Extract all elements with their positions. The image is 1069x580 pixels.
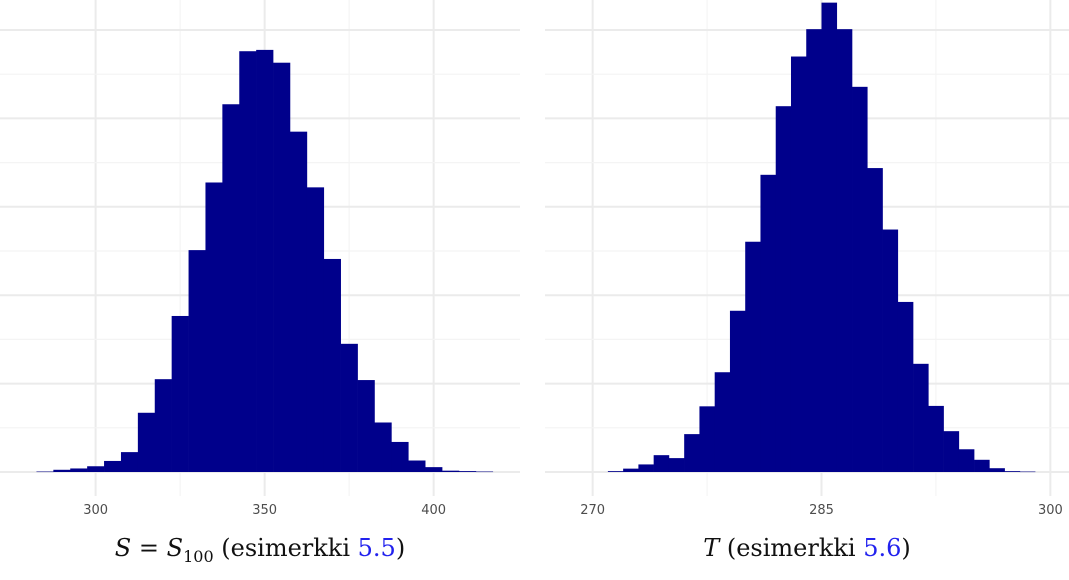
histogram-bar (340, 343, 358, 472)
histogram-bar (222, 104, 240, 473)
caption-equals: = (131, 534, 167, 562)
histogram-bar (188, 250, 206, 472)
caption-symbol: S (114, 534, 132, 562)
histogram-s100-panel: 300 350 400 (0, 0, 520, 525)
histogram-bar (273, 62, 291, 472)
histogram-bar (913, 363, 929, 472)
histogram-bar (70, 468, 88, 472)
histogram-bar (1019, 471, 1036, 473)
caption-symbol-2: S (166, 534, 184, 562)
caption-text: (esimerkki (213, 534, 358, 562)
histogram-bar (760, 174, 777, 472)
histogram-t-panel: 270 285 300 (545, 0, 1069, 525)
histogram-bar (821, 2, 838, 473)
x-tick-label: 350 (252, 503, 277, 518)
x-tick-label: 300 (1038, 503, 1063, 518)
histogram-bar (867, 168, 883, 472)
caption-reference-link[interactable]: 5.5 (357, 534, 396, 562)
caption-close-paren: ) (901, 534, 911, 562)
caption-reference-link[interactable]: 5.6 (863, 534, 902, 562)
histogram-bar (745, 241, 761, 472)
histogram-bar (607, 471, 624, 472)
histogram-bar (729, 310, 746, 472)
x-tick-label: 400 (421, 503, 446, 518)
histogram-bar (638, 464, 654, 472)
histogram-bar (442, 470, 460, 472)
x-tick-label: 300 (83, 503, 108, 518)
histogram-bar (53, 469, 71, 472)
histogram-bar (323, 258, 341, 472)
caption-s100: S = S100 (esimerkki 5.5) (0, 525, 520, 572)
histogram-bar (684, 434, 700, 472)
histogram-bar (36, 471, 54, 473)
histogram-bar (205, 182, 223, 473)
histogram-bar (120, 452, 139, 472)
histogram-bar (653, 455, 670, 472)
histogram-bar (989, 468, 1005, 472)
histogram-bar (425, 467, 443, 472)
histogram-bar (391, 441, 409, 472)
caption-t: T (esimerkki 5.6) (545, 525, 1069, 572)
histogram-bar (239, 51, 257, 472)
histogram-bar (306, 187, 325, 473)
histogram-bar (775, 106, 792, 472)
histogram-bar (928, 405, 944, 472)
histogram-bar (408, 460, 426, 472)
histogram-bar (137, 412, 156, 472)
histogram-bar (958, 449, 975, 472)
caption-symbol: T (703, 534, 720, 562)
histogram-bar (154, 379, 172, 472)
histogram-bar (357, 380, 375, 472)
caption-subscript: 100 (183, 547, 214, 566)
histogram-bar (171, 315, 189, 472)
histogram-t-chart: 270 285 300 (545, 0, 1069, 518)
histogram-bar (256, 49, 274, 472)
histogram-bar (87, 466, 105, 472)
histogram-bar (1004, 471, 1021, 472)
histogram-bar (790, 56, 807, 473)
histogram-bar (806, 29, 822, 473)
histogram-bar (974, 459, 990, 472)
histogram-bar (836, 29, 853, 473)
histogram-bar (623, 468, 639, 472)
histogram-bar (475, 471, 494, 473)
caption-text: (esimerkki (719, 534, 864, 562)
x-tick-label: 270 (580, 503, 605, 518)
histogram-bar (897, 301, 914, 472)
histogram-s100-chart: 300 350 400 (0, 0, 520, 518)
histogram-bar (668, 458, 685, 472)
histogram-bar (104, 460, 122, 472)
histogram-bar (852, 86, 868, 472)
x-tick-label: 285 (809, 503, 834, 518)
histogram-bar (699, 406, 715, 472)
caption-close-paren: ) (395, 534, 406, 562)
histogram-bar (882, 229, 899, 472)
histogram-bar (458, 471, 477, 472)
histogram-bar (943, 431, 960, 472)
histogram-bar (714, 372, 731, 472)
histogram-bar (289, 131, 308, 472)
histogram-bar (374, 422, 392, 472)
